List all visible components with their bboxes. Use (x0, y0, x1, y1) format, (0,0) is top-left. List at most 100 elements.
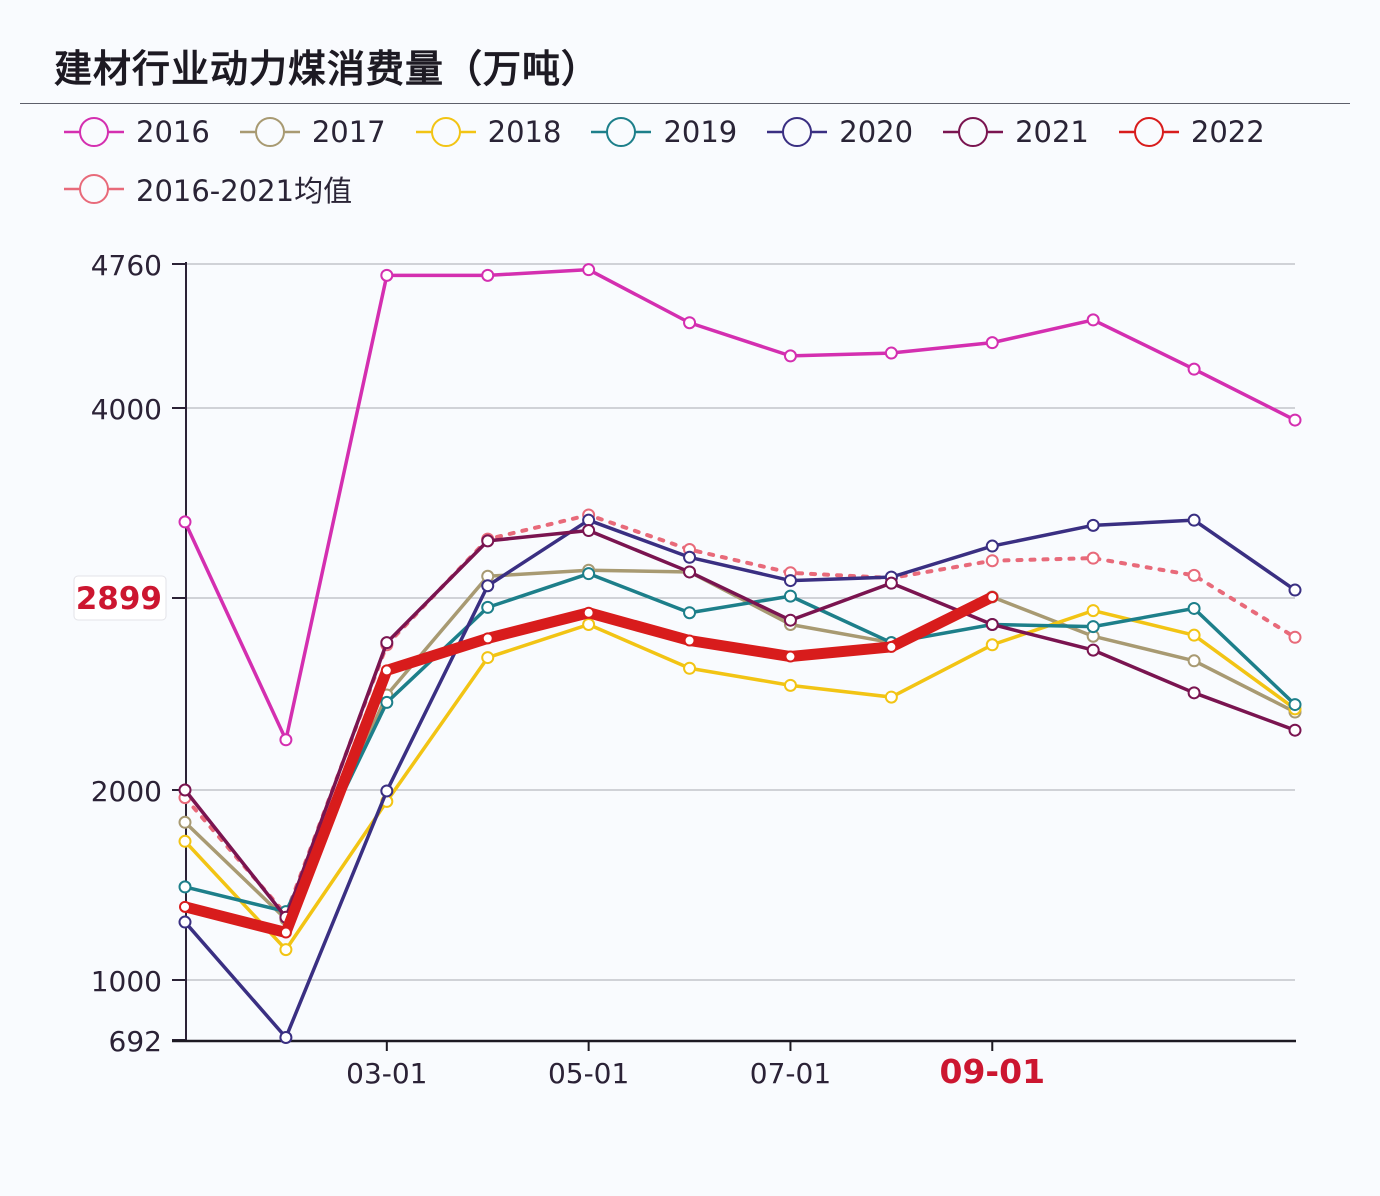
legend-line-circle-icon (943, 117, 1004, 147)
data-point[interactable] (985, 336, 999, 350)
data-point[interactable] (683, 316, 697, 330)
data-point[interactable] (380, 636, 394, 650)
data-point[interactable] (582, 567, 596, 581)
data-point[interactable] (481, 632, 494, 645)
data-point[interactable] (481, 651, 495, 665)
data-point[interactable] (1086, 643, 1100, 657)
y-axis-label: 4000 (91, 393, 162, 426)
data-point[interactable] (380, 784, 394, 798)
data-point[interactable] (783, 678, 797, 692)
data-point[interactable] (884, 346, 898, 360)
data-point[interactable] (783, 574, 797, 588)
data-point[interactable] (582, 606, 595, 619)
legend-label: 2017 (311, 115, 386, 149)
data-point[interactable] (178, 880, 192, 894)
data-point[interactable] (1288, 583, 1302, 597)
legend-line-circle-icon (64, 174, 124, 204)
data-point[interactable] (985, 539, 999, 553)
data-point[interactable] (683, 550, 697, 564)
data-point[interactable] (683, 565, 697, 579)
data-point[interactable] (986, 590, 999, 603)
legend-label: 2016-2021均值 (136, 174, 353, 208)
legend-item[interactable]: 2018 (414, 115, 561, 149)
data-point[interactable] (1086, 620, 1100, 634)
data-point[interactable] (884, 690, 898, 704)
legend-row-2: 2016-2021均值 (62, 169, 1362, 209)
data-point[interactable] (1288, 630, 1302, 644)
y-axis-label: 2000 (91, 775, 162, 808)
data-point[interactable] (279, 1030, 293, 1044)
data-point[interactable] (178, 915, 192, 929)
data-point[interactable] (783, 589, 797, 603)
legend-item[interactable]: 2016 (62, 115, 210, 149)
series-line-2021 (183, 528, 1296, 920)
data-point[interactable] (178, 834, 192, 848)
data-point[interactable] (481, 268, 495, 282)
data-point[interactable] (1288, 413, 1302, 427)
legend-item[interactable]: 2022 (1117, 115, 1265, 149)
x-axis-label: 07-01 (750, 1057, 831, 1090)
data-point[interactable] (1187, 628, 1201, 642)
data-point[interactable] (582, 263, 596, 277)
data-point[interactable] (582, 617, 596, 631)
data-point[interactable] (582, 513, 596, 527)
data-point[interactable] (1187, 513, 1201, 527)
data-point[interactable] (985, 638, 999, 652)
data-point[interactable] (783, 613, 797, 627)
data-point[interactable] (885, 640, 898, 653)
legend-label: 2022 (1190, 115, 1265, 149)
legend-line-circle-icon (415, 117, 476, 147)
y-axis-highlight-label: 2899 (76, 581, 162, 617)
legend-item[interactable]: 2020 (765, 115, 913, 149)
data-point[interactable] (1187, 362, 1201, 376)
data-point[interactable] (380, 268, 394, 282)
data-point[interactable] (179, 900, 191, 913)
data-point[interactable] (1187, 686, 1201, 700)
data-point[interactable] (279, 943, 293, 957)
data-point[interactable] (1288, 723, 1302, 737)
data-point[interactable] (985, 617, 999, 631)
data-point[interactable] (481, 579, 495, 593)
legend-item[interactable]: 2019 (589, 115, 737, 149)
data-point[interactable] (1187, 601, 1201, 615)
data-point[interactable] (1086, 313, 1100, 327)
data-point[interactable] (481, 600, 495, 614)
legend-line-circle-icon (767, 117, 828, 147)
legend-label: 2016 (136, 115, 210, 149)
data-point[interactable] (1288, 698, 1302, 712)
series-line-2018 (183, 608, 1297, 952)
data-point[interactable] (1086, 604, 1100, 618)
data-point[interactable] (178, 783, 192, 797)
data-point[interactable] (380, 695, 394, 709)
data-point[interactable] (1086, 551, 1100, 565)
data-point[interactable] (279, 733, 293, 747)
data-point[interactable] (985, 554, 999, 568)
legend-item[interactable]: 2017 (238, 115, 386, 149)
x-axis-label: 03-01 (346, 1057, 427, 1090)
data-point[interactable] (279, 926, 292, 939)
data-point[interactable] (1086, 518, 1100, 532)
legend-line-circle-icon (591, 117, 652, 147)
data-point[interactable] (1187, 568, 1201, 582)
data-point[interactable] (683, 634, 696, 647)
data-point[interactable] (884, 576, 898, 590)
data-point[interactable] (582, 524, 596, 538)
data-point[interactable] (178, 815, 192, 829)
series-line-2016 (183, 267, 1296, 742)
data-point[interactable] (380, 664, 393, 677)
data-point[interactable] (178, 515, 192, 529)
data-point[interactable] (784, 650, 797, 663)
data-point[interactable] (683, 661, 697, 675)
legend-item[interactable]: 2016-2021均值 (62, 168, 352, 210)
data-point[interactable] (481, 534, 495, 548)
data-point[interactable] (683, 606, 697, 620)
data-point[interactable] (783, 349, 797, 363)
series-line-2019 (184, 571, 1297, 914)
legend-line-circle-icon (1118, 117, 1179, 147)
series-line-2017 (183, 568, 1296, 921)
data-point[interactable] (1187, 654, 1201, 668)
series-line-2020 (183, 518, 1296, 1040)
legend-item[interactable]: 2021 (941, 115, 1089, 149)
legend-label: 2021 (1015, 115, 1089, 149)
